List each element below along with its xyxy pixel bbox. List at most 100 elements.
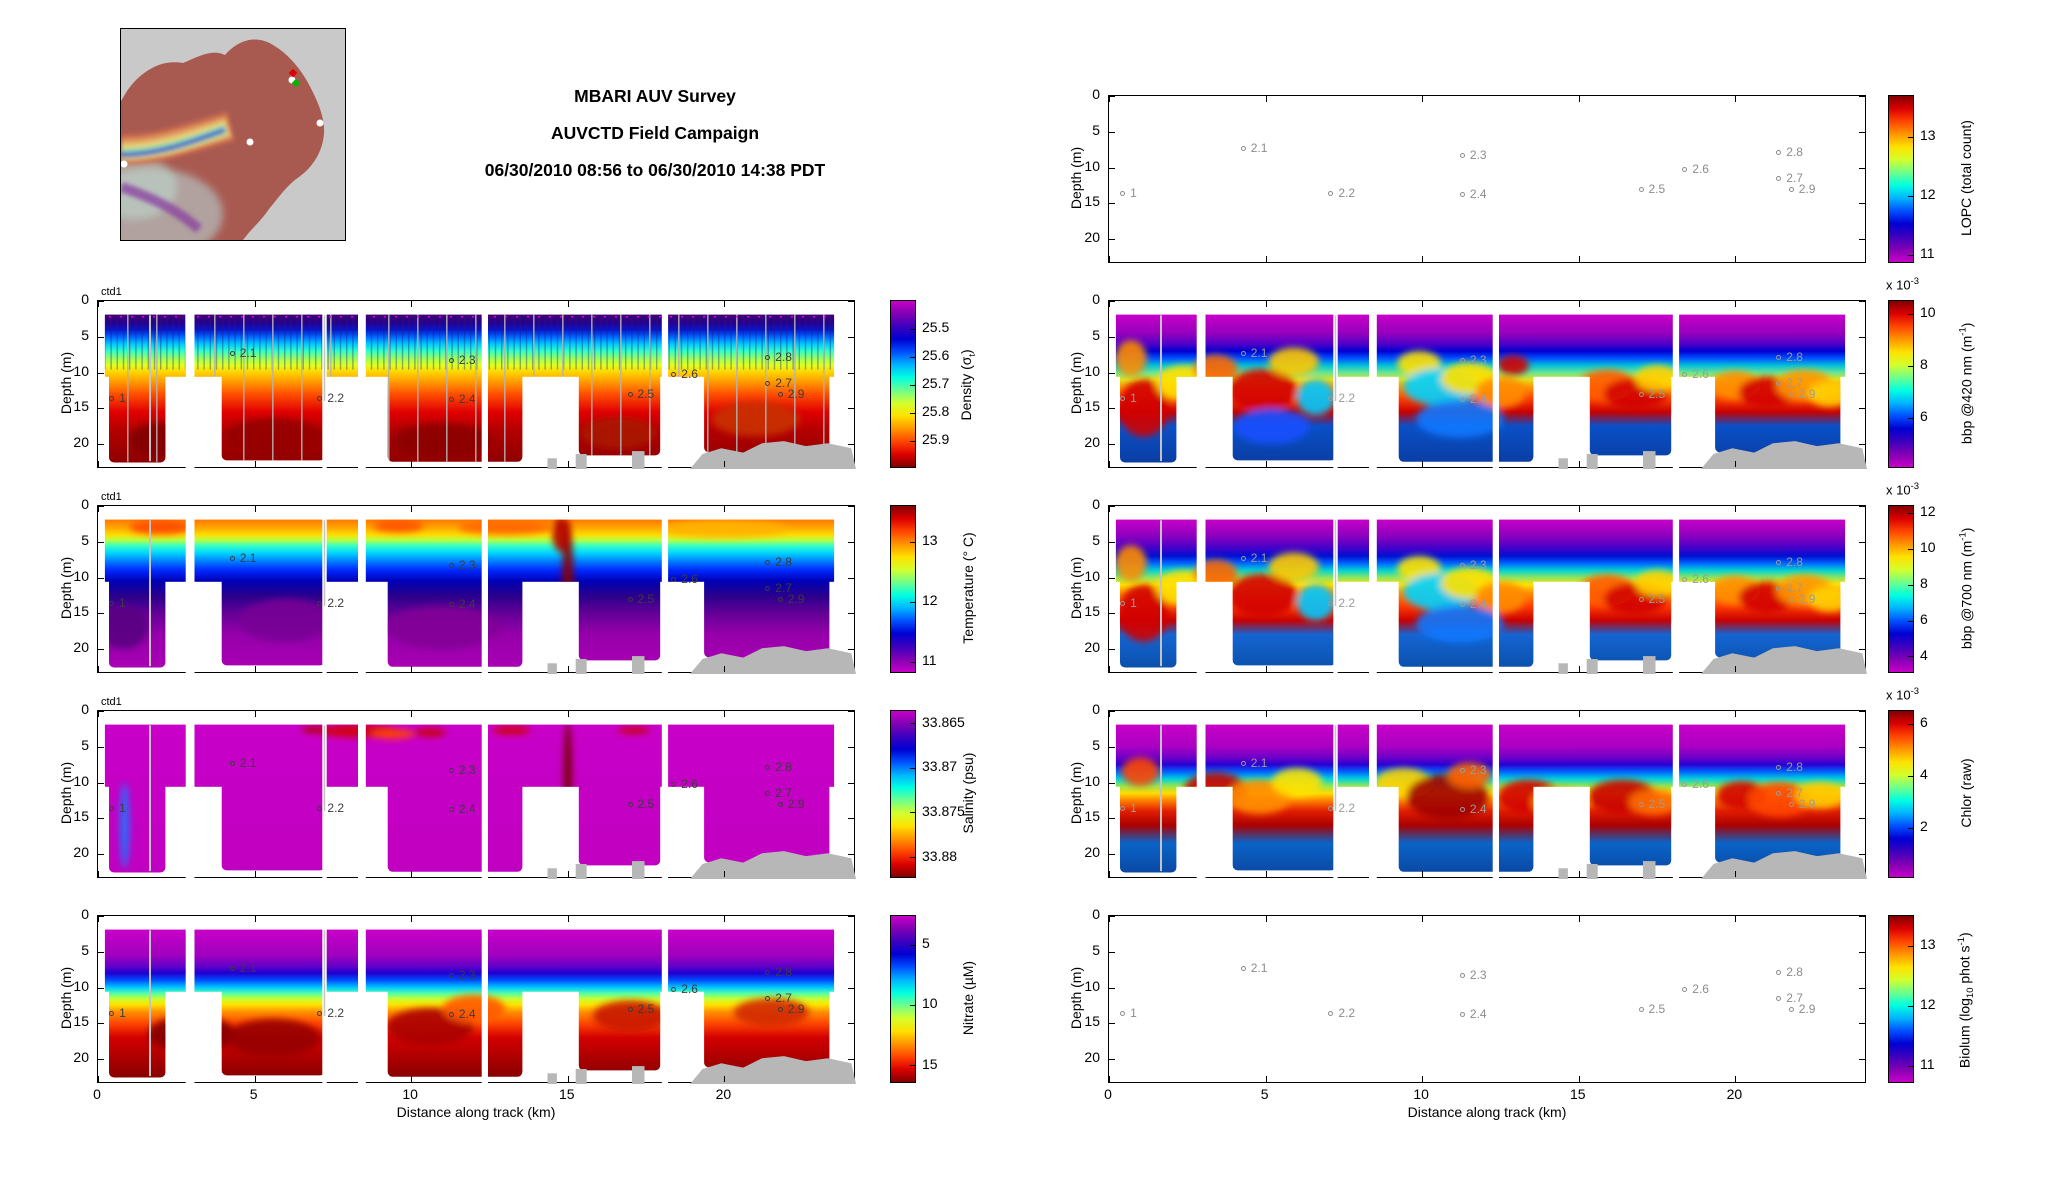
waypoint-marker [1776,175,1782,181]
waypoint-label: 2.2 [1338,800,1356,815]
colorbar-tick-label: 25.8 [922,403,950,419]
waypoint-marker [671,577,677,583]
waypoint-marker [317,395,323,401]
y-tick-mark [1109,301,1115,302]
waypoint-label: 2.6 [681,572,698,587]
waypoint-marker [229,760,235,766]
y-axis-tick-label: 0 [81,496,89,512]
waypoint-label: 2.1 [1250,755,1268,770]
y-tick-mark [1859,782,1865,784]
y-tick-mark [1109,782,1115,784]
waypoint-label: 2.5 [637,1001,655,1016]
density-section-panel: 1 2.1 2.2 2.3 2.4 2.5 2.6 2.7 2.8 2.9 [97,300,856,469]
y-tick-mark [98,782,104,784]
y-tick-mark [1109,167,1115,169]
waypoint-marker [1682,782,1688,788]
panel-source-label: ctd1 [101,491,122,503]
y-axis-tick-label: 5 [81,326,89,343]
colorbar-tick-label: 33.87 [922,758,958,775]
waypoint-label: 2.2 [327,1005,345,1020]
colorbar-tick-mark [910,857,915,859]
y-tick-mark [98,951,104,953]
colorbar-tick-mark [910,1004,915,1006]
waypoint-marker [1120,1010,1126,1016]
waypoint-label: 2.3 [458,558,476,573]
x-tick-mark [1265,256,1267,262]
x-tick-mark [1422,96,1424,102]
waypoint-marker [1682,372,1688,378]
waypoint-marker [109,805,115,811]
waypoint-label: 2.1 [239,550,257,565]
lopc-section-panel: 1 2.1 2.2 2.3 2.4 2.5 2.6 2.7 2.8 2.9 [1108,95,1866,263]
waypoint-marker [1240,145,1246,151]
y-tick-mark [848,746,854,748]
y-tick-mark [98,301,104,302]
colorbar-tick-mark [910,384,915,386]
x-tick-mark [1735,871,1737,877]
y-tick-mark [848,854,854,855]
waypoint-marker [627,391,633,397]
waypoint-label: 2.1 [1250,345,1268,360]
map-red-diamond-marker [288,68,298,78]
x-tick-mark [98,1076,99,1082]
x-tick-mark [1735,256,1737,262]
waypoint-marker [229,965,235,971]
waypoint-label: 2.1 [1250,140,1268,155]
y-axis-tick-label: 10 [73,362,89,379]
y-tick-mark [848,987,854,989]
y-tick-mark [1859,167,1865,169]
y-tick-mark [1859,1059,1865,1060]
y-axis-tick-label: 5 [1092,326,1100,343]
salinity-section-panel: 1 2.1 2.2 2.3 2.4 2.5 2.6 2.7 2.8 2.9 [97,710,856,879]
bbp700-colorbar [1888,505,1914,673]
waypoint-label: 2.9 [787,591,805,606]
waypoint-label: 2.7 [775,375,792,390]
x-tick-mark [254,711,256,717]
waypoint-marker [1788,596,1794,602]
x-axis-tick-label: 10 [402,1086,418,1102]
y-tick-mark [1859,854,1865,855]
x-tick-mark [1578,256,1580,262]
x-tick-mark [567,301,569,307]
waypoint-label: 2.6 [1692,572,1709,587]
salinity-contour-field [104,723,856,879]
colorbar-tick-label: 13 [1920,936,1936,952]
colorbar-tick-label: 33.875 [922,802,965,819]
bbp700-contour-field [1115,518,1867,674]
waypoint-marker [109,600,115,606]
waypoint-label: 2.5 [1648,591,1666,606]
colorbar-tick-mark [910,661,915,663]
colorbar-tick-mark [1908,512,1913,514]
colorbar-axis-label: Density (σt) [958,349,978,421]
waypoint-marker [777,596,783,602]
colorbar-tick-label: 25.6 [922,347,950,363]
colorbar-tick-mark [910,767,915,769]
waypoint-marker [1638,186,1644,192]
y-tick-mark [1859,746,1865,748]
waypoint-label: 1 [1130,1005,1137,1020]
waypoint-label: 2.5 [1648,386,1666,401]
figure-date-range: 06/30/2010 08:56 to 06/30/2010 14:38 PDT [484,160,826,180]
waypoint-marker [448,1011,454,1017]
waypoint-label: 1 [1130,800,1137,815]
x-tick-mark [1265,461,1267,467]
x-tick-mark [1422,1076,1424,1082]
x-tick-mark [567,666,569,672]
colorbar-tick-mark [910,944,915,946]
y-tick-mark [1109,96,1115,97]
waypoint-label: 2.4 [1469,391,1487,406]
x-tick-mark [1578,916,1580,922]
waypoint-label: 2.5 [1648,1001,1666,1016]
x-tick-mark [1109,96,1110,102]
y-tick-mark [1859,577,1865,579]
waypoint-label: 2.7 [1786,580,1803,595]
y-axis-tick-label: 0 [81,291,89,307]
waypoint-marker [1328,600,1334,606]
x-tick-mark [1578,96,1580,102]
y-tick-mark [1109,613,1115,615]
colorbar-tick-label: 12 [1920,503,1936,520]
y-tick-mark [1109,541,1115,543]
y-axis-tick-label: 15 [73,398,89,415]
y-tick-mark [1859,613,1865,615]
waypoint-marker [1776,355,1782,361]
